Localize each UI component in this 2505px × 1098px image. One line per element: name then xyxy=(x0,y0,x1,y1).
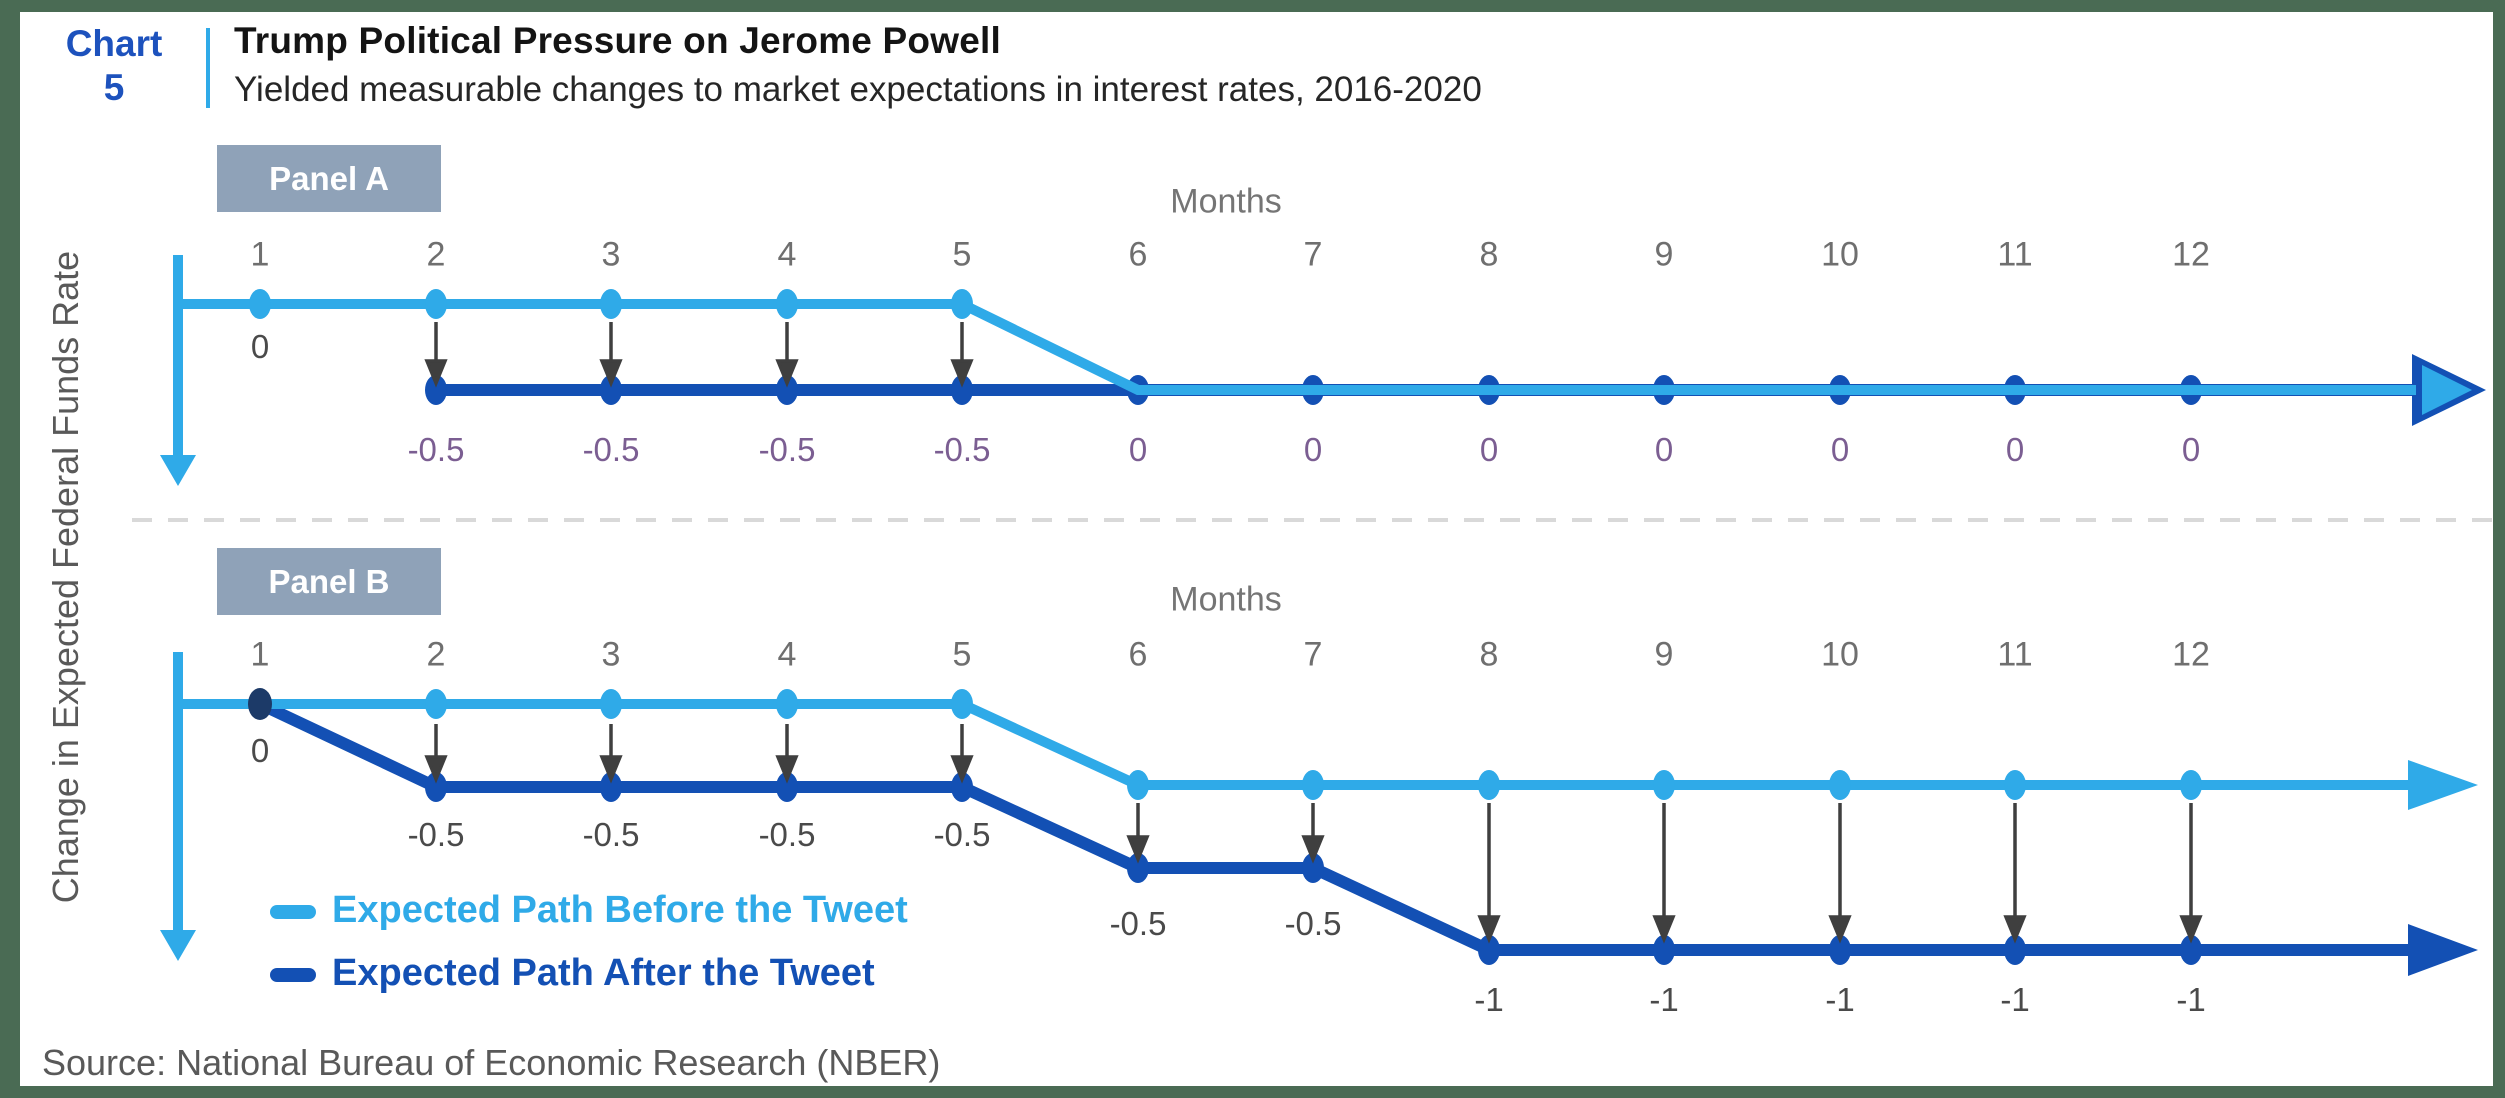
panel-a-month-tick: 6 xyxy=(1128,235,1148,274)
page-subtitle: Yielded measurable changes to market exp… xyxy=(234,70,1482,109)
panel-a-month-tick: 10 xyxy=(1821,235,1859,274)
panel-b-month-tick: 11 xyxy=(1997,635,2033,674)
plot-canvas xyxy=(132,255,2493,976)
panel-b-badge: Panel B xyxy=(217,548,441,615)
panel-b-month-tick: 5 xyxy=(952,635,972,674)
panel-a-month-tick: 11 xyxy=(1997,235,2033,274)
panel-a-month-tick: 2 xyxy=(426,235,446,274)
panel-a-month-tick: 7 xyxy=(1303,235,1323,274)
panel-a-month-tick: 12 xyxy=(2172,235,2210,274)
panel-a-value-label: -0.5 xyxy=(407,431,465,468)
chart-tag-label: Chart xyxy=(65,23,163,64)
header: Trump Political Pressure on Jerome Powel… xyxy=(234,20,1482,110)
panel-a-value-label: -0.5 xyxy=(758,431,816,468)
panel-b-month-tick: 6 xyxy=(1128,635,1148,674)
panel-b-month-tick: 7 xyxy=(1303,635,1323,674)
panel-b-value-label: -1 xyxy=(1474,981,1504,1018)
panel-a-month-tick: 4 xyxy=(777,235,797,274)
panel-a-value-label: 0 xyxy=(1654,431,1674,468)
panel-b-down-arrows xyxy=(424,724,2203,944)
panel-a-axis xyxy=(160,255,196,486)
panel-b-axis xyxy=(160,652,196,961)
panel-a-value-label: -0.5 xyxy=(933,431,991,468)
chart-tag-number: 5 xyxy=(103,67,125,109)
panel-b-value-label: -1 xyxy=(1825,981,1855,1018)
panel-a-value-label: 0 xyxy=(2005,431,2025,468)
panel-a-month-tick: 3 xyxy=(601,235,621,274)
panel-a-value-label: -0.5 xyxy=(582,431,640,468)
panel-b-month-tick: 1 xyxy=(250,635,270,674)
panel-b-value-label: 0 xyxy=(250,732,270,769)
panel-a-value-label: 0 xyxy=(1830,431,1850,468)
panel-b-month-tick: 3 xyxy=(601,635,621,674)
panel-a-down-arrows xyxy=(424,322,974,388)
legend-swatch-before xyxy=(270,905,316,919)
page-title: Trump Political Pressure on Jerome Powel… xyxy=(234,20,1001,61)
panel-b-month-tick: 8 xyxy=(1479,635,1499,674)
panel-a-month-tick: 1 xyxy=(250,235,270,274)
panel-a-value-label: 0 xyxy=(1303,431,1323,468)
panel-b-value-label: -0.5 xyxy=(933,816,991,853)
panel-a-value-label: 0 xyxy=(250,328,270,365)
panel-b-value-label: -0.5 xyxy=(758,816,816,853)
panel-b-value-label: -1 xyxy=(1649,981,1679,1018)
panel-a-months-title: Months xyxy=(1170,182,1282,221)
panel-a-month-tick: 5 xyxy=(952,235,972,274)
panel-a-month-tick: 8 xyxy=(1479,235,1499,274)
panel-b-month-tick: 12 xyxy=(2172,635,2210,674)
panel-b-months-title: Months xyxy=(1170,580,1282,619)
panel-a-month-tick: 9 xyxy=(1654,235,1674,274)
panel-b-value-label: -0.5 xyxy=(582,816,640,853)
panel-b-month-tick: 4 xyxy=(777,635,797,674)
legend-label-after: Expected Path After the Tweet xyxy=(332,952,875,994)
legend-label-before: Expected Path Before the Tweet xyxy=(332,889,908,931)
panel-b-before-line xyxy=(178,688,2478,810)
panel-a-badge: Panel A xyxy=(217,145,441,212)
panel-a-value-label: 0 xyxy=(2181,431,2201,468)
panel-b-value-label: -1 xyxy=(2000,981,2030,1018)
header-divider xyxy=(206,28,210,108)
panel-b-value-label: -0.5 xyxy=(407,816,465,853)
panel-b-month-tick: 9 xyxy=(1654,635,1674,674)
panel-b-value-label: -1 xyxy=(2176,981,2206,1018)
panel-a-value-label: 0 xyxy=(1128,431,1148,468)
panel-b-value-label: -0.5 xyxy=(1284,905,1342,942)
panel-b-overlap-start-dot xyxy=(248,688,272,720)
panel-b-after-line xyxy=(257,698,2478,976)
legend-swatch-after xyxy=(270,968,316,982)
chart-tag: Chart 5 xyxy=(46,22,182,111)
panel-a-value-label: 0 xyxy=(1479,431,1499,468)
panel-a-before-line xyxy=(178,289,2472,415)
source-note: Source: National Bureau of Economic Rese… xyxy=(42,1042,941,1083)
panel-b-month-tick: 2 xyxy=(426,635,446,674)
panel-b-month-tick: 10 xyxy=(1821,635,1859,674)
panel-b-value-label: -0.5 xyxy=(1109,905,1167,942)
